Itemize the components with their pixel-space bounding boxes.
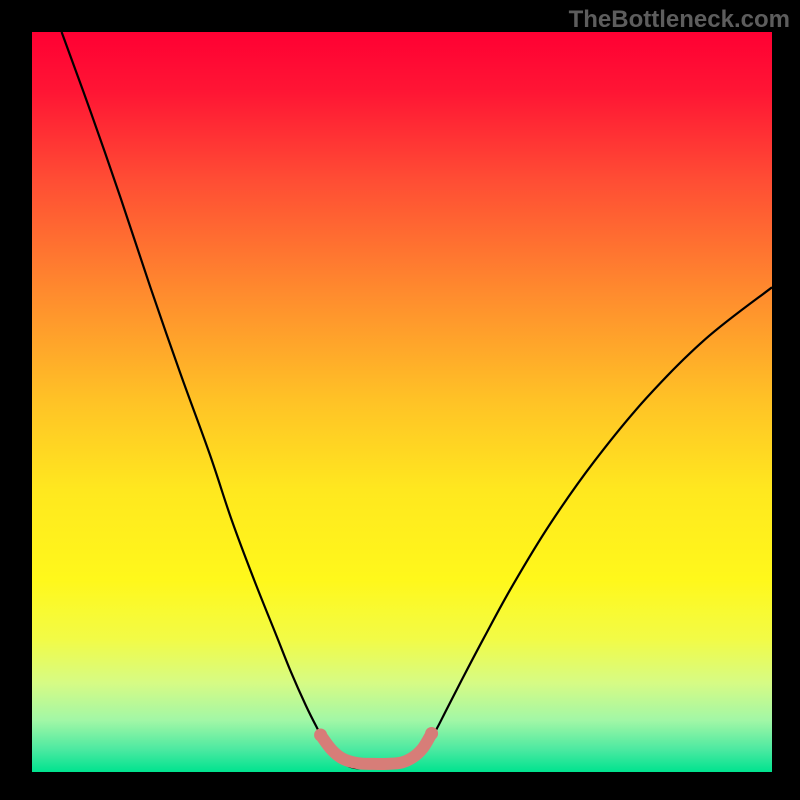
marker-dot — [425, 727, 438, 740]
plot-area — [32, 32, 772, 772]
chart-container: TheBottleneck.com — [0, 0, 800, 800]
marker-band — [321, 734, 432, 764]
curve-overlay — [32, 32, 772, 772]
marker-dot — [314, 729, 327, 742]
watermark-text: TheBottleneck.com — [569, 6, 790, 34]
main-curve — [62, 32, 772, 768]
